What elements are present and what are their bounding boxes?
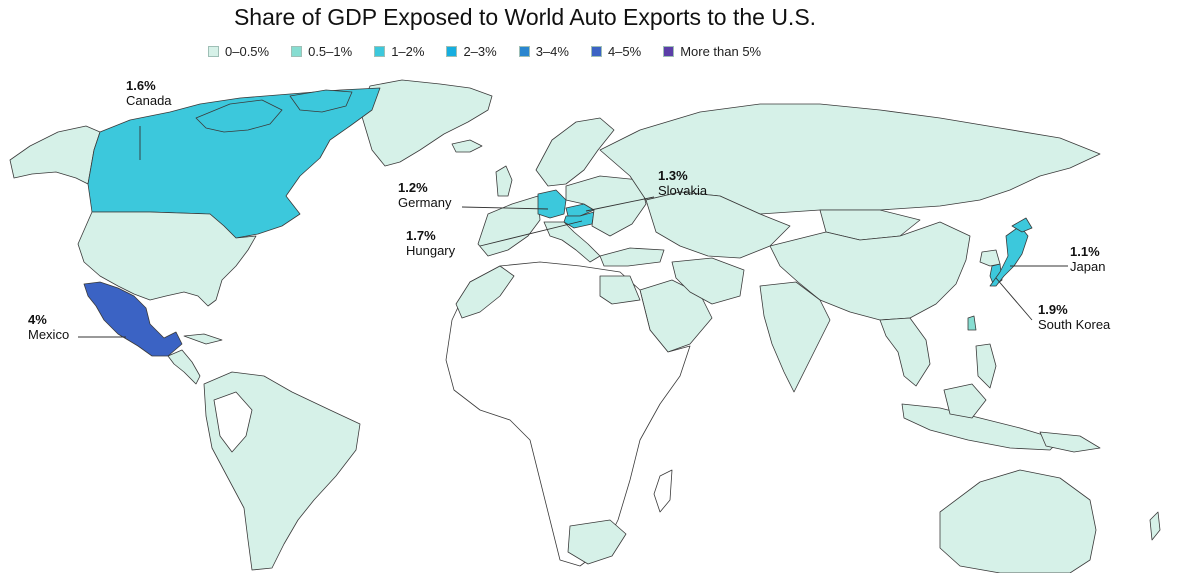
country-canada-islands bbox=[195, 99, 283, 133]
country-morocco bbox=[455, 265, 515, 319]
country-japan-hokkaido bbox=[1011, 217, 1033, 233]
mexico-name: Mexico bbox=[28, 327, 70, 342]
legend-label-6: More than 5% bbox=[680, 44, 762, 59]
country-greenland bbox=[359, 79, 493, 167]
country-germany bbox=[537, 189, 567, 219]
canada-name: Canada bbox=[126, 93, 172, 108]
country-mexico bbox=[83, 281, 183, 357]
legend-item-6: More than 5% bbox=[663, 44, 761, 59]
legend-item-2: 1–2% bbox=[374, 44, 424, 59]
country-slovakia bbox=[565, 203, 595, 217]
canada-value: 1.6% bbox=[126, 78, 156, 93]
legend-swatch-4 bbox=[518, 46, 530, 57]
legend-swatch-6 bbox=[663, 46, 675, 57]
country-se-asia bbox=[879, 317, 931, 387]
korea-value: 1.9% bbox=[1038, 302, 1068, 317]
country-new-zealand bbox=[1149, 511, 1161, 541]
country-south-africa bbox=[567, 519, 627, 565]
leader-lines bbox=[78, 126, 1068, 338]
country-indonesia bbox=[901, 403, 1061, 451]
country-scandinavia bbox=[535, 117, 615, 187]
country-madagascar bbox=[653, 469, 673, 513]
label-mexico: 4% Mexico bbox=[28, 312, 69, 342]
legend-swatch-3 bbox=[446, 46, 458, 57]
country-papua bbox=[1039, 431, 1101, 453]
germany-name: Germany bbox=[398, 195, 452, 210]
country-usa bbox=[77, 211, 257, 307]
country-iceland bbox=[451, 139, 483, 153]
mexico-value: 4% bbox=[28, 312, 47, 327]
label-canada: 1.6% Canada bbox=[126, 78, 172, 108]
country-turkey bbox=[599, 247, 665, 267]
map-title: Share of GDP Exposed to World Auto Expor… bbox=[233, 4, 817, 30]
legend-swatch-2 bbox=[374, 46, 386, 57]
legend-label-0: 0–0.5% bbox=[225, 44, 270, 59]
legend-swatch-5 bbox=[590, 46, 602, 57]
country-borneo bbox=[943, 383, 987, 419]
legend-item-5: 4–5% bbox=[590, 44, 642, 59]
legend: 0–0.5% 0.5–1% 1–2% 2–3% 3–4% 4–5% More t… bbox=[208, 44, 761, 59]
country-central-america bbox=[167, 349, 201, 385]
slovakia-value: 1.3% bbox=[658, 168, 688, 183]
hungary-value: 1.7% bbox=[406, 228, 436, 243]
leader-germany bbox=[461, 206, 549, 210]
country-alaska bbox=[9, 125, 101, 185]
country-west-europe bbox=[477, 195, 541, 257]
germany-value: 1.2% bbox=[398, 180, 428, 195]
country-india bbox=[759, 281, 831, 393]
label-slovakia: 1.3% Slovakia bbox=[658, 168, 707, 198]
legend-item-4: 3–4% bbox=[518, 44, 569, 59]
legend-item-1: 0.5–1% bbox=[291, 44, 352, 59]
leader-hungary bbox=[479, 220, 583, 247]
country-andean bbox=[213, 391, 253, 453]
country-china bbox=[769, 221, 971, 321]
country-japan bbox=[989, 225, 1029, 287]
label-germany: 1.2% Germany bbox=[398, 180, 451, 210]
country-iran bbox=[671, 257, 745, 305]
legend-label-4: 3–4% bbox=[535, 44, 569, 59]
leader-korea bbox=[995, 277, 1033, 321]
country-east-europe bbox=[565, 175, 647, 237]
label-hungary: 1.7% Hungary bbox=[406, 228, 455, 258]
hungary-name: Hungary bbox=[406, 243, 456, 258]
legend-label-2: 1–2% bbox=[391, 44, 425, 59]
country-taiwan bbox=[967, 315, 977, 331]
label-japan: 1.1% Japan bbox=[1070, 244, 1105, 274]
country-egypt bbox=[599, 275, 641, 305]
country-uk bbox=[495, 165, 513, 197]
legend-swatch-1 bbox=[291, 46, 303, 57]
legend-item-0: 0–0.5% bbox=[208, 44, 269, 59]
label-south-korea: 1.9% South Korea bbox=[1038, 302, 1110, 332]
legend-label-3: 2–3% bbox=[463, 44, 497, 59]
legend-item-3: 2–3% bbox=[446, 44, 497, 59]
leader-slovakia bbox=[585, 196, 655, 212]
legend-label-1: 0.5–1% bbox=[308, 44, 353, 59]
country-north-korea bbox=[979, 249, 1001, 267]
country-canada-islands-2 bbox=[289, 89, 353, 113]
country-philippines bbox=[975, 343, 997, 389]
legend-label-5: 4–5% bbox=[607, 44, 642, 59]
japan-name: Japan bbox=[1070, 259, 1106, 274]
legend-swatch-0 bbox=[208, 46, 219, 57]
country-africa bbox=[445, 261, 691, 567]
country-cuba bbox=[183, 333, 223, 345]
korea-name: South Korea bbox=[1038, 317, 1111, 332]
slovakia-name: Slovakia bbox=[658, 183, 708, 198]
country-italy-balkans bbox=[543, 221, 601, 263]
japan-value: 1.1% bbox=[1070, 244, 1100, 259]
country-australia bbox=[939, 469, 1097, 573]
